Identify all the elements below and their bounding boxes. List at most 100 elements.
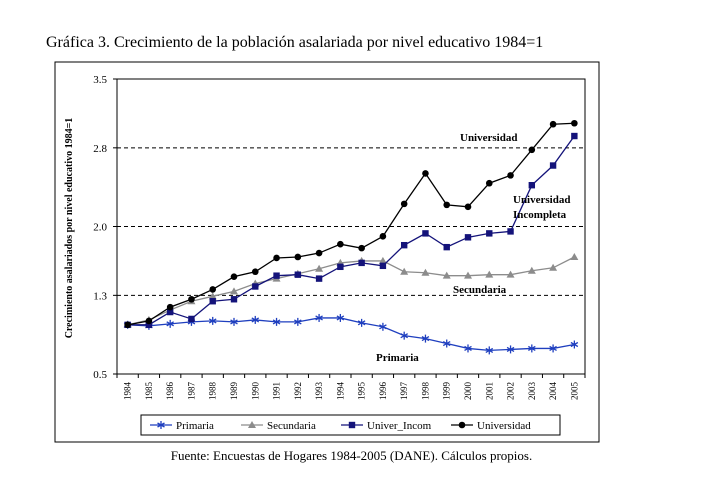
point-univer-incom — [166, 308, 174, 316]
legend-marker-universidad — [458, 421, 466, 429]
x-tick-label: 1997 — [399, 382, 409, 401]
x-tick-label: 1985 — [144, 382, 154, 401]
annotation-universidad: Universidad — [460, 132, 517, 144]
point-primaria — [208, 316, 217, 325]
point-universidad — [464, 203, 472, 211]
point-universidad — [358, 244, 365, 252]
point-universidad — [145, 317, 153, 325]
y-tick-label: 1.3 — [93, 290, 107, 302]
x-tick-label: 1996 — [378, 382, 388, 401]
legend-item-secundaria: Secundaria — [241, 420, 316, 432]
point-universidad — [379, 233, 387, 240]
point-universidad — [273, 254, 280, 262]
x-tick-label: 1992 — [293, 382, 303, 400]
point-universidad — [571, 119, 578, 127]
y-tick-label: 0.5 — [93, 369, 107, 381]
point-universidad — [124, 321, 131, 329]
point-univer-incom — [230, 296, 238, 303]
point-univer-incom — [571, 132, 578, 140]
x-tick-label: 2001 — [484, 382, 494, 400]
chart-frame — [54, 61, 600, 443]
point-universidad — [337, 240, 344, 248]
x-tick-label: 1993 — [314, 382, 324, 401]
legend-label-secundaria: Secundaria — [267, 420, 316, 432]
source-note: Fuente: Encuestas de Hogares 1984-2005 (… — [170, 448, 533, 463]
point-secundaria — [570, 252, 579, 260]
point-universidad — [315, 249, 323, 257]
point-univer-incom — [209, 298, 216, 305]
point-univer-incom — [294, 271, 302, 278]
point-secundaria — [442, 271, 451, 279]
legend-item-univer-incom: Univer_Incom — [341, 420, 432, 432]
point-univer-incom — [188, 315, 195, 323]
x-tick-label: 1991 — [272, 382, 282, 400]
point-primaria — [506, 345, 515, 354]
point-primaria — [549, 344, 557, 353]
legend-item-primaria: Primaria — [150, 420, 214, 432]
point-universidad — [400, 200, 408, 208]
point-primaria — [528, 344, 536, 353]
point-secundaria — [230, 287, 238, 295]
point-primaria — [485, 346, 494, 355]
point-univer-incom — [379, 262, 387, 270]
point-universidad — [443, 201, 451, 209]
x-tick-label: 1999 — [442, 382, 452, 401]
point-secundaria — [549, 263, 558, 271]
point-universidad — [209, 286, 217, 293]
point-universidad — [507, 172, 514, 179]
x-tick-label: 1987 — [186, 382, 196, 401]
legend: Primaria Secundaria Univer_Incom Universida… — [140, 414, 561, 436]
legend-label-universidad: Universidad — [477, 420, 531, 432]
x-tick-label: 2005 — [569, 382, 579, 401]
x-tick-label: 1988 — [208, 382, 218, 401]
point-secundaria — [315, 264, 324, 272]
point-universidad — [188, 295, 195, 303]
point-univer-incom — [252, 283, 259, 290]
x-tick-label: 1986 — [165, 382, 175, 401]
x-tick-label: 2002 — [506, 382, 516, 400]
y-tick-label: 2.0 — [93, 222, 107, 234]
point-univer-incom — [273, 272, 280, 279]
point-primaria — [379, 322, 387, 331]
point-secundaria — [208, 292, 217, 300]
point-secundaria — [527, 266, 536, 274]
point-primaria — [251, 315, 260, 324]
x-tick-label: 2004 — [548, 382, 558, 401]
legend-label-primaria: Primaria — [176, 420, 214, 432]
point-primaria — [421, 334, 430, 343]
point-univer-incom — [486, 230, 493, 237]
point-secundaria — [485, 270, 494, 278]
annotation-incompleta: Incompleta — [513, 209, 567, 221]
point-primaria — [570, 340, 579, 349]
y-axis-label: Crecimiento asalariados por nivel educat… — [64, 118, 75, 339]
point-secundaria — [421, 268, 430, 276]
x-tick-label: 1984 — [123, 382, 133, 401]
series-univer-incom — [124, 132, 578, 329]
point-secundaria — [506, 270, 515, 278]
point-univer-incom — [464, 234, 472, 241]
legend-marker-primaria — [157, 421, 165, 429]
point-universidad — [230, 273, 238, 280]
annotation-primaria: Primaria — [376, 352, 419, 364]
legend-marker-univer-incom — [348, 421, 356, 429]
point-universidad — [422, 170, 429, 177]
y-tick-label: 2.8 — [93, 143, 107, 155]
x-tick-label: 1989 — [229, 382, 239, 401]
point-universidad — [485, 179, 493, 187]
annotation-secundaria: Secundaria — [453, 284, 507, 296]
x-tick-label: 1998 — [420, 382, 430, 401]
x-tick-label: 1994 — [335, 382, 345, 401]
point-univer-incom — [315, 275, 323, 282]
series-line-univer-incom — [127, 135, 575, 326]
chart-title: Gráfica 3. Crecimiento de la población a… — [46, 34, 544, 51]
x-tick-label: 1990 — [250, 382, 260, 401]
point-univer-incom — [528, 182, 536, 189]
point-universidad — [549, 120, 557, 128]
series-line-secundaria — [127, 256, 575, 326]
point-primaria — [272, 317, 281, 326]
point-universidad — [294, 253, 302, 261]
point-univer-incom — [358, 259, 365, 267]
point-univer-incom — [145, 321, 153, 329]
point-primaria — [357, 318, 366, 327]
